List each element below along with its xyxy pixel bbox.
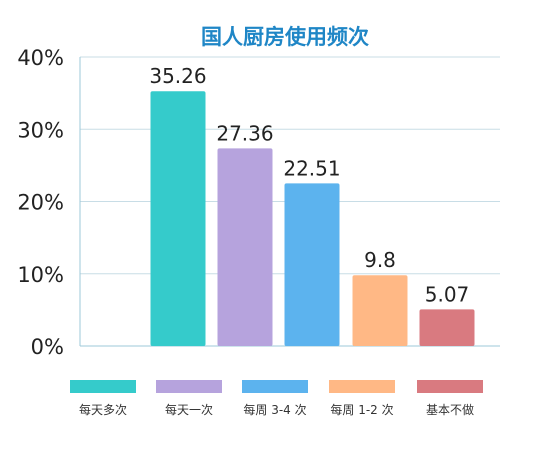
- bar: [217, 148, 273, 346]
- y-tick-label: 40%: [17, 46, 64, 70]
- legend-swatch: [70, 380, 136, 393]
- legend-label: 基本不做: [426, 402, 474, 417]
- y-tick-label: 20%: [17, 191, 64, 215]
- legend-swatch: [329, 380, 395, 393]
- data-label: 9.8: [364, 248, 396, 272]
- data-label: 35.26: [149, 64, 206, 88]
- legend-label: 每天一次: [165, 402, 213, 417]
- data-label: 27.36: [216, 121, 273, 145]
- bar: [352, 275, 408, 346]
- chart-title: 国人厨房使用频次: [201, 25, 369, 49]
- y-tick-label: 0%: [31, 335, 64, 359]
- legend-label: 每周 1-2 次: [330, 402, 393, 417]
- legend-label: 每周 3-4 次: [243, 402, 306, 417]
- data-label: 5.07: [425, 282, 470, 306]
- bar: [419, 309, 475, 346]
- legend-swatch: [242, 380, 308, 393]
- legend-label: 每天多次: [79, 402, 127, 417]
- data-label: 22.51: [283, 156, 340, 180]
- y-tick-label: 10%: [17, 263, 64, 287]
- y-tick-label: 30%: [17, 118, 64, 142]
- bar: [284, 183, 340, 346]
- legend-swatch: [156, 380, 222, 393]
- legend-swatch: [417, 380, 483, 393]
- bar: [150, 91, 206, 347]
